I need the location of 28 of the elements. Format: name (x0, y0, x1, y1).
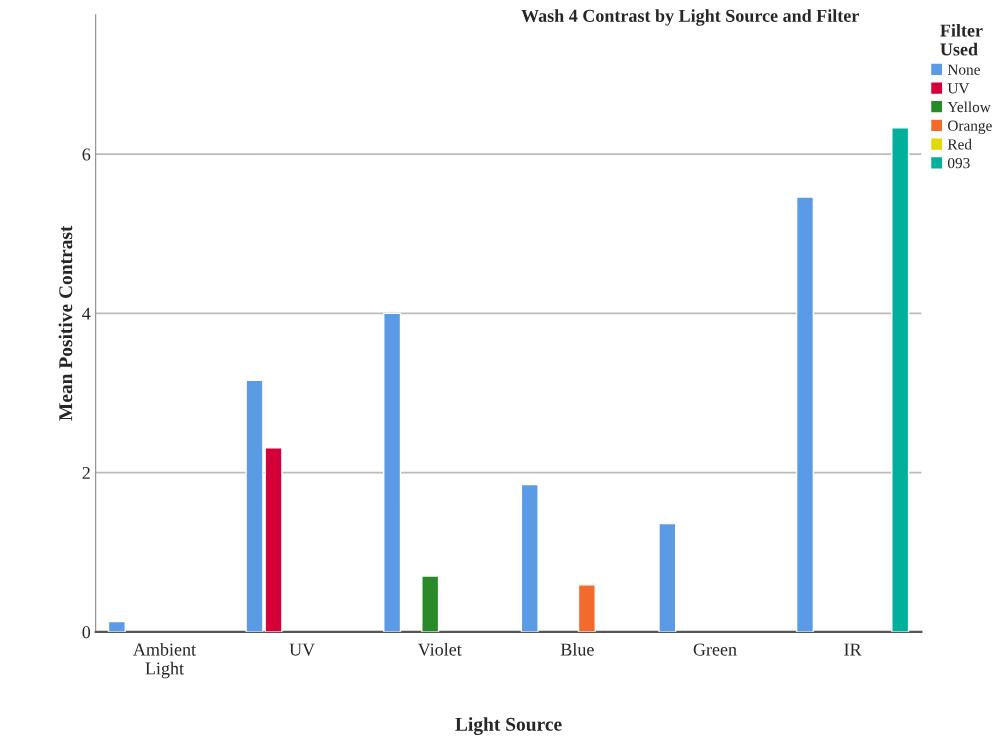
y-tick-label: 2 (82, 466, 90, 479)
legend-label: None (947, 64, 980, 75)
bar (107, 620, 126, 632)
x-tick-label: IR (844, 643, 862, 656)
chart-title: Wash 4 Contrast by Light Source and Filter (521, 9, 859, 26)
x-tick-label: Violet (417, 642, 462, 656)
bar (520, 483, 539, 632)
bar (577, 584, 596, 632)
y-tick-label: 0 (82, 626, 91, 639)
legend-label: Red (947, 138, 972, 150)
x-tick-label: Blue (560, 642, 594, 656)
x-axis-title: Light Source (455, 717, 562, 735)
y-tick-label: 4 (82, 307, 91, 320)
legend-title: Filter Used (940, 23, 983, 56)
bar (795, 196, 815, 632)
y-axis-title: Mean Positive Contrast (58, 225, 73, 421)
legend-label: 093 (947, 157, 970, 169)
x-tick-label: Green (693, 643, 737, 656)
bar (383, 312, 402, 632)
legend-label: Orange (948, 120, 992, 134)
x-tick-label: Ambient Light (133, 642, 196, 679)
bar (658, 522, 677, 632)
x-tick-label: UV (289, 643, 315, 656)
legend-label: Yellow (947, 101, 991, 113)
y-tick-label: 6 (82, 148, 91, 161)
legend-label: UV (947, 83, 970, 94)
bar (421, 575, 440, 632)
bar (891, 127, 910, 632)
